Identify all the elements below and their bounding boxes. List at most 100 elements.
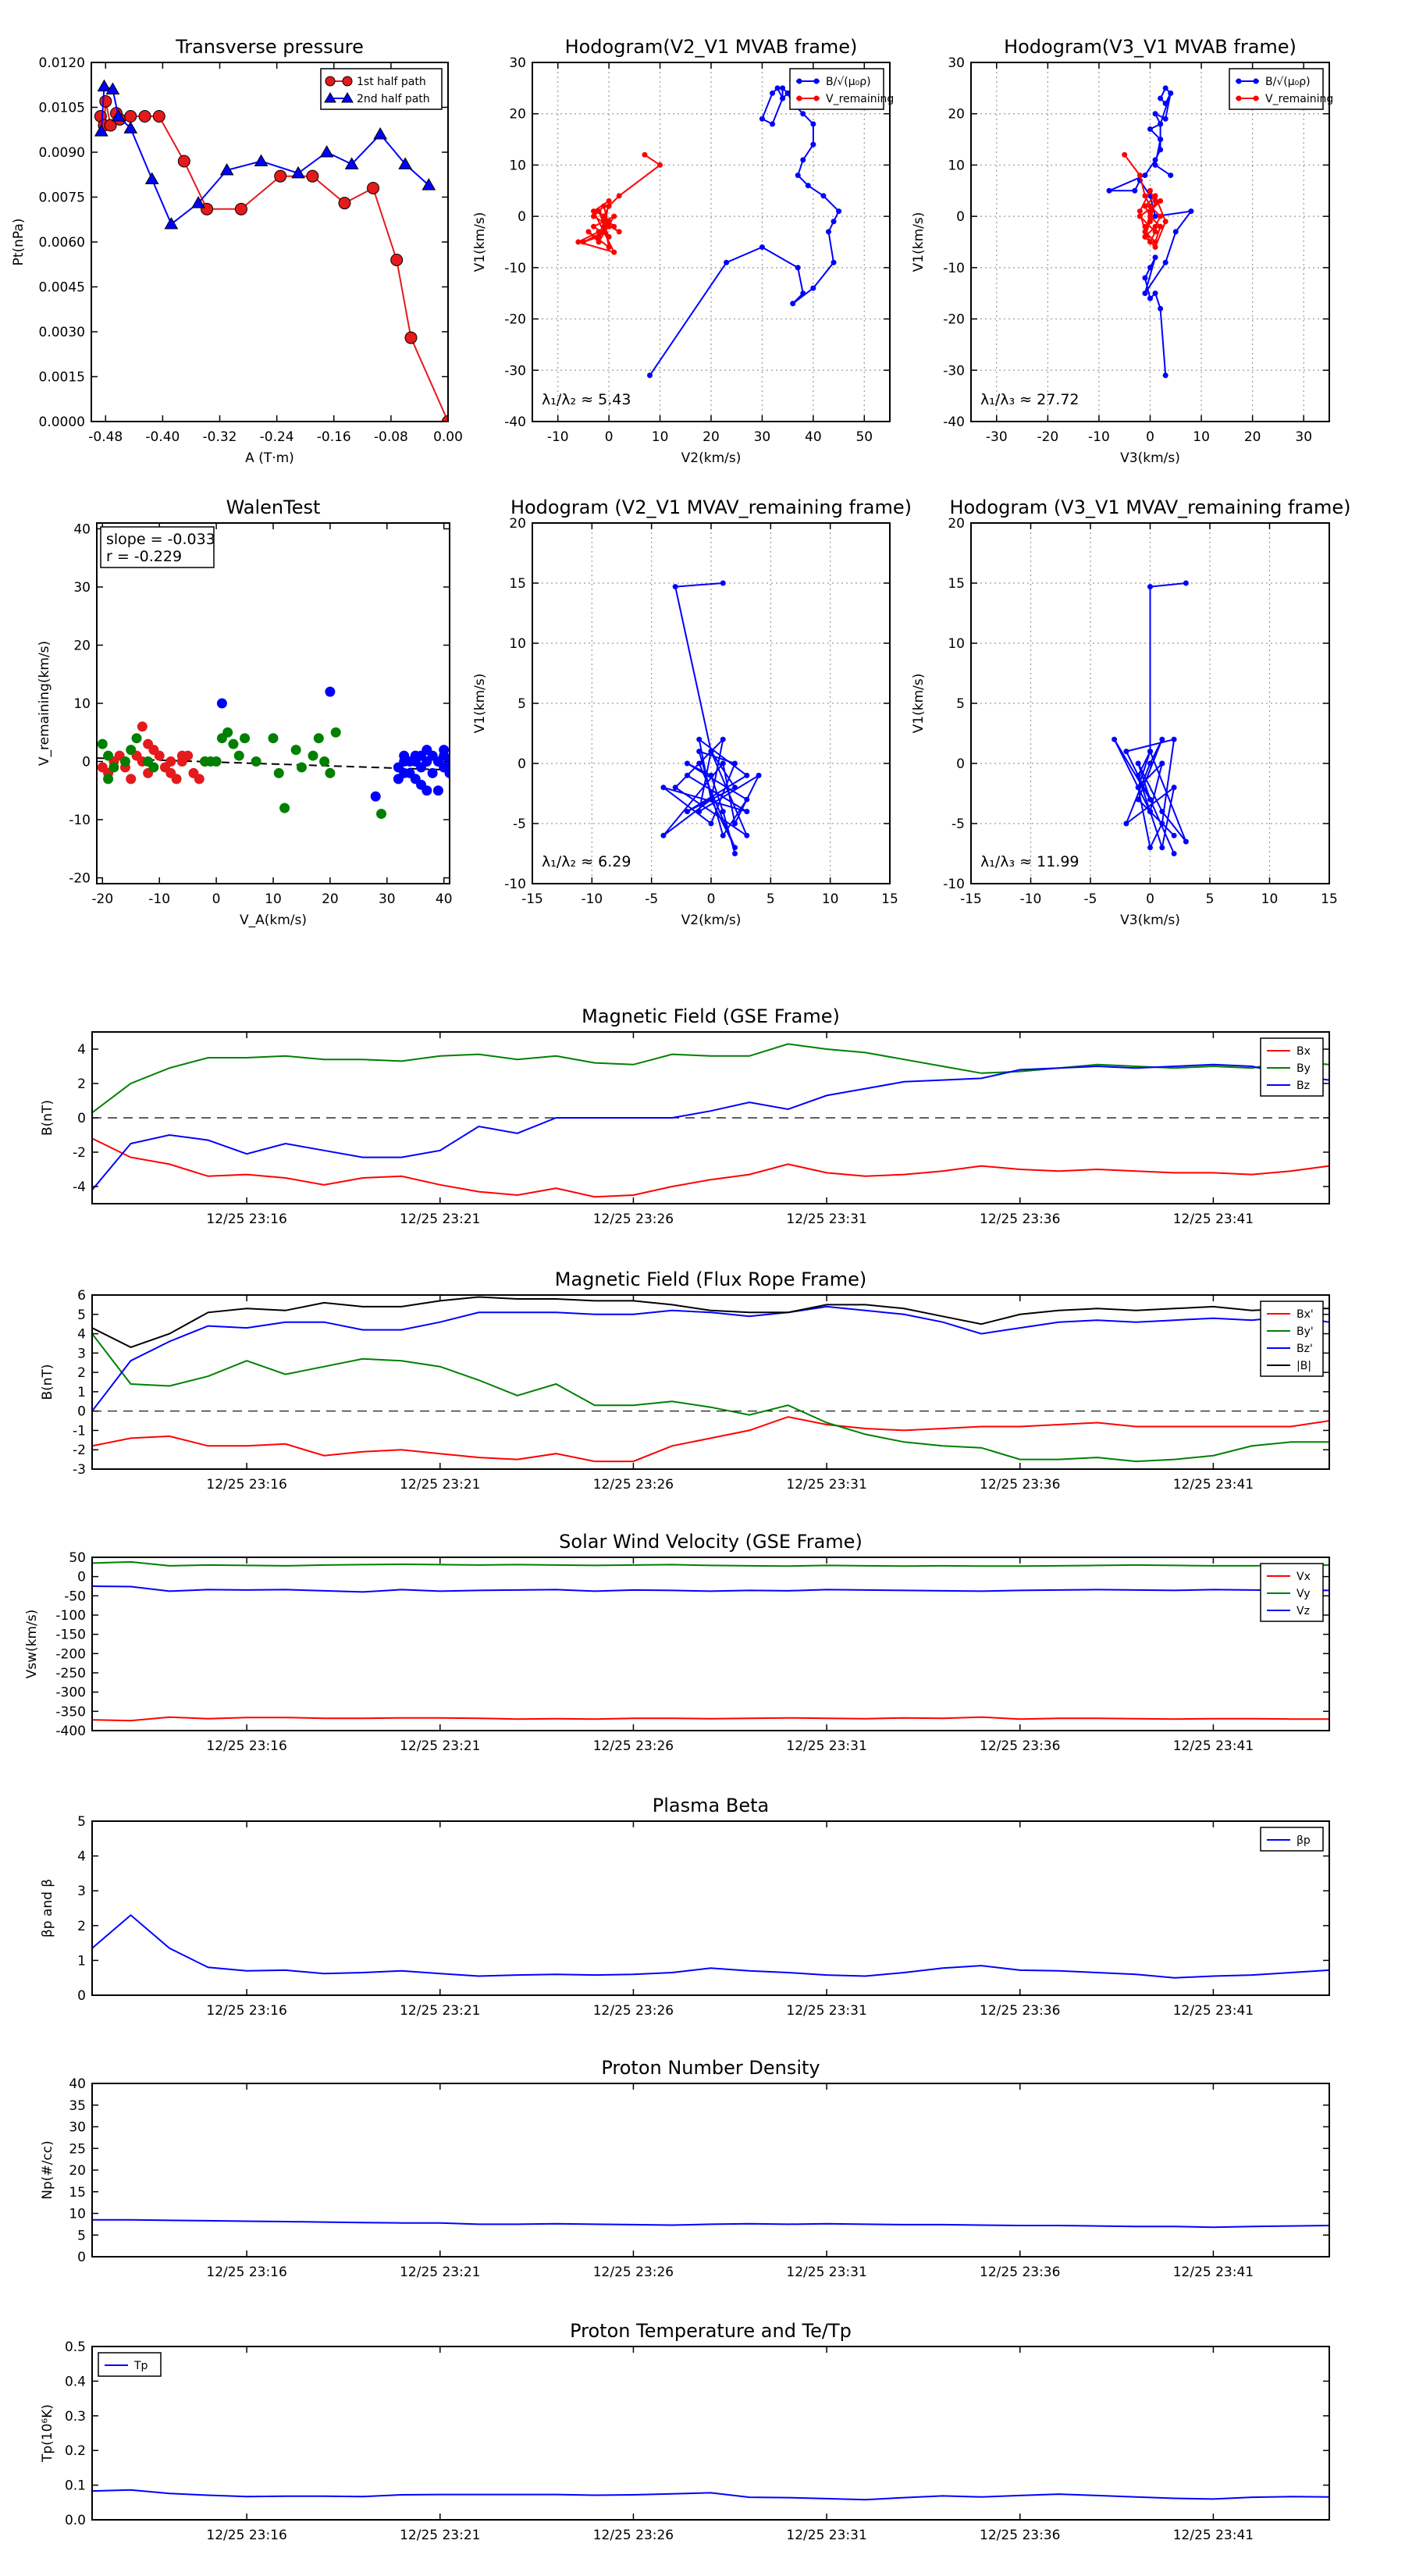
legend-box (1229, 68, 1324, 110)
x-axis-label: A (T·m) (245, 450, 294, 466)
y-tick-label: 15 (69, 2185, 86, 2201)
y-tick-label: -10 (504, 877, 526, 892)
legend-marker (341, 92, 354, 103)
data-point (1106, 187, 1112, 194)
data-point (144, 172, 159, 184)
x-tick-label: 12/25 23:26 (593, 2003, 674, 2019)
data-point (1136, 213, 1143, 219)
data-point (1162, 85, 1168, 91)
legend: 1st half path 2nd half path (320, 68, 443, 110)
y-tick-label: 0 (77, 1570, 86, 1585)
series-line (92, 1716, 1329, 1722)
data-point (398, 157, 413, 169)
data-point (103, 750, 114, 761)
data-point (390, 254, 404, 266)
legend-marker (1236, 95, 1242, 101)
x-tick-label: 12/25 23:41 (1173, 1212, 1254, 1227)
series-pt-0 (94, 94, 448, 422)
data-point (1142, 173, 1148, 179)
x-tick-label: 0.00 (433, 429, 463, 445)
y-tick-label: 30 (948, 55, 965, 71)
legend-label: 2nd half path (357, 93, 430, 105)
x-tick-label: 0 (1146, 429, 1154, 445)
legend-box (789, 68, 884, 110)
data-point (759, 244, 765, 251)
data-point (1147, 203, 1153, 209)
data-point (1152, 244, 1158, 251)
y-tick-label: 0.0030 (39, 325, 85, 340)
data-point (1142, 290, 1148, 297)
x-tick-label: 10 (1261, 891, 1279, 907)
series-h2-1 (1122, 151, 1168, 251)
data-point (330, 727, 341, 738)
data-point (219, 162, 234, 176)
y-tick-label: 0 (518, 756, 526, 772)
data-point (720, 832, 726, 838)
data-point (684, 760, 690, 767)
data-point (376, 809, 387, 820)
legend-label: Tp (133, 2360, 148, 2372)
x-tick-label: 10 (652, 429, 669, 445)
y-tick-label: -20 (504, 312, 526, 328)
series-h1-0 (646, 85, 842, 379)
x-tick-label: 40 (436, 891, 453, 907)
legend-marker (342, 76, 353, 87)
stats-text: r = -0.229 (106, 548, 182, 565)
legend-marker (1236, 78, 1242, 84)
y-tick-label: 15 (948, 576, 965, 592)
data-point (138, 110, 151, 123)
data-point (642, 151, 648, 158)
legend-label: Bx' (1297, 1308, 1314, 1321)
data-point (1159, 760, 1165, 767)
data-point (222, 727, 233, 738)
y-tick-label: -10 (943, 877, 965, 892)
data-point (1122, 151, 1128, 158)
data-point (1162, 116, 1168, 122)
chart-h1: -10 0 10 20 30 40 50 -40 -30 -20 -10 0 10 20 30 Hodogra… (472, 36, 894, 466)
y-tick-label: -300 (55, 1685, 86, 1701)
y-tick-label: 25 (69, 2141, 86, 2157)
y-tick-label: 0 (77, 2250, 86, 2265)
data-point (194, 774, 205, 785)
legend: βp (1260, 1827, 1324, 1852)
data-point (732, 785, 738, 791)
data-point (111, 109, 126, 122)
data-point (601, 213, 607, 219)
x-tick-label: -10 (1020, 891, 1042, 907)
data-point (126, 745, 137, 756)
x-tick-label: 0 (605, 429, 614, 445)
data-point (720, 760, 726, 767)
data-point (1135, 772, 1141, 778)
data-point (795, 173, 801, 179)
y-tick-label: 0.4 (65, 2374, 86, 2389)
x-tick-label: -5 (1084, 891, 1097, 907)
data-point (240, 733, 251, 744)
x-tick-label: 12/25 23:36 (980, 2265, 1060, 2280)
legend: Tp (98, 2352, 162, 2377)
data-point (1158, 137, 1164, 143)
data-point (744, 809, 750, 815)
x-tick-label: 12/25 23:21 (400, 2003, 480, 2019)
y-tick-label: 0 (77, 1988, 86, 2004)
y-tick-label: 0 (82, 755, 91, 770)
data-point (1136, 208, 1143, 215)
legend-label: B/√(μ₀ρ) (1265, 76, 1311, 88)
data-point (313, 733, 324, 744)
data-point (732, 851, 738, 856)
data-point (591, 208, 597, 215)
data-point (103, 774, 114, 785)
data-point (1152, 162, 1158, 168)
data-point (1158, 213, 1164, 219)
data-point (1142, 193, 1148, 199)
y-tick-label: -5 (513, 817, 526, 832)
data-point (1159, 820, 1165, 827)
y-tick-label: 1 (77, 1953, 86, 1969)
data-point (611, 249, 617, 255)
chart-bfr: 12/25 23:16 12/25 23:21 12/25 23:26 12/25 2… (40, 1268, 1330, 1493)
chart-beta: 12/25 23:16 12/25 23:21 12/25 23:26 12/25 2… (40, 1795, 1330, 2019)
data-point (216, 698, 227, 709)
y-axis-label: V_remaining(km/s) (37, 641, 52, 766)
y-tick-label: -200 (55, 1646, 86, 1662)
y-tick-label: 30 (69, 2120, 86, 2136)
